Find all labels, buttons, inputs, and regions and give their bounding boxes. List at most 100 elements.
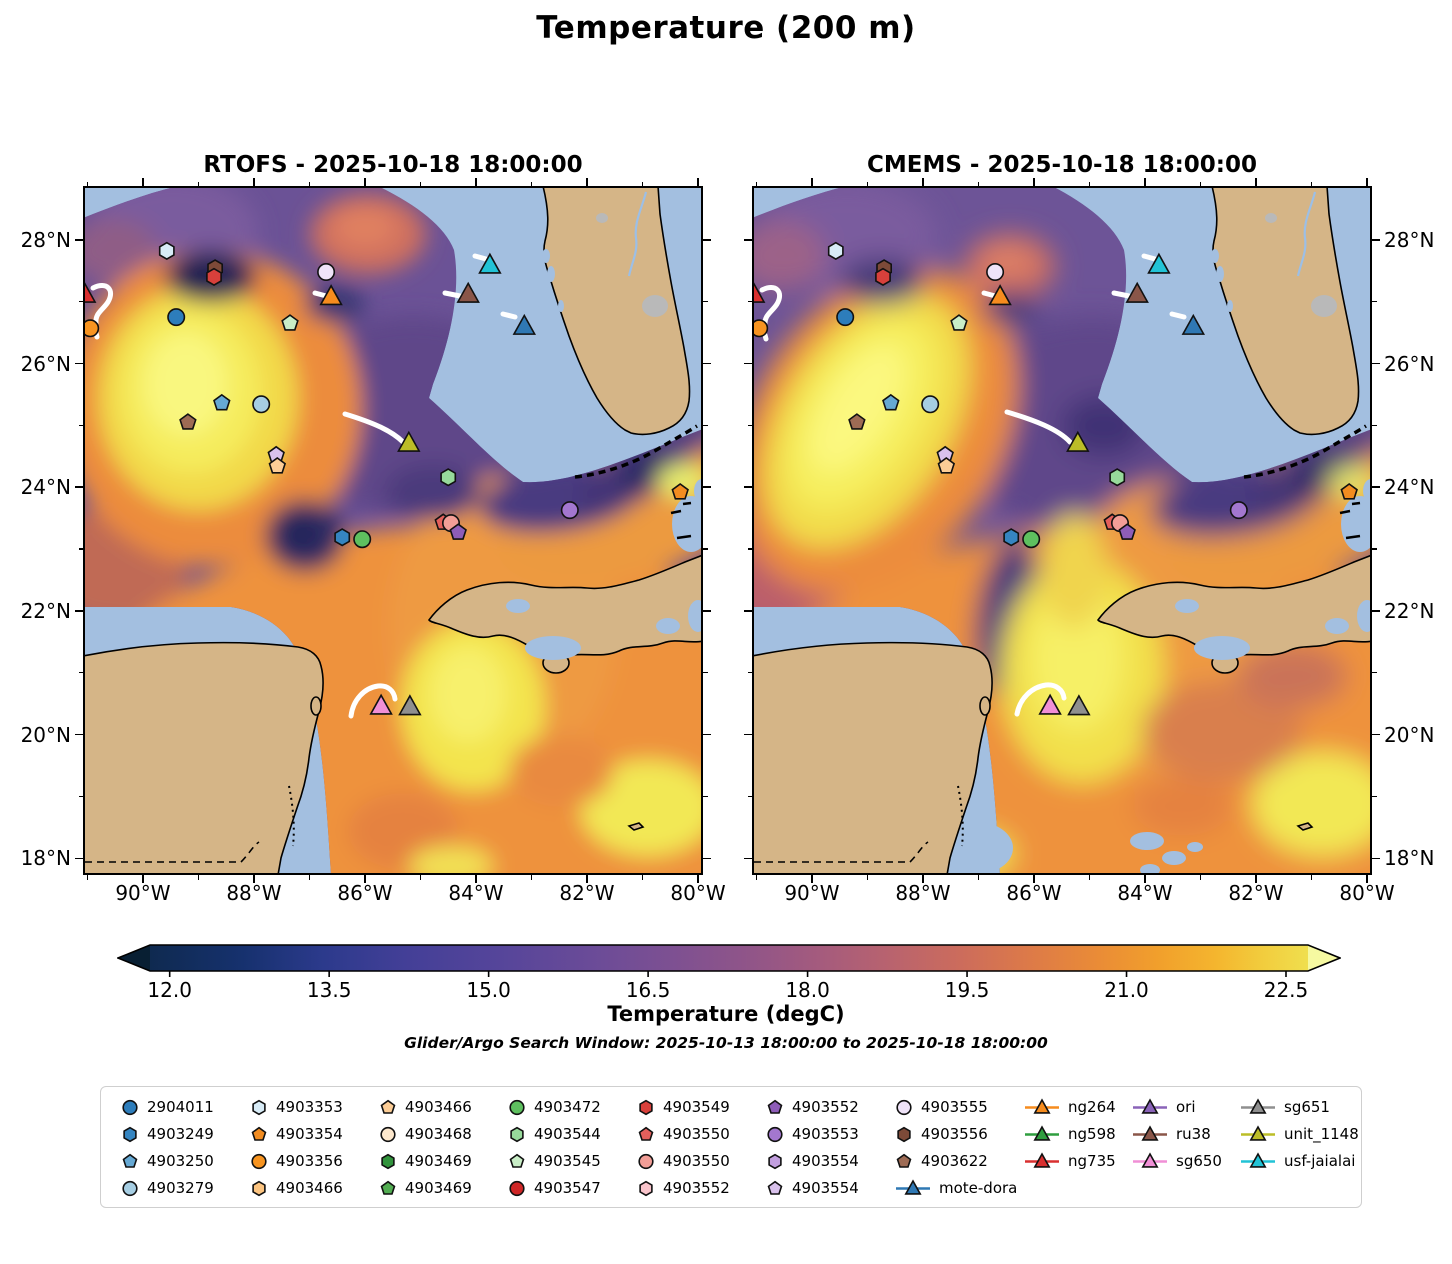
y-major-tick — [744, 486, 752, 488]
4903552-float-icon — [639, 1180, 653, 1196]
marker-usf-jaialai — [1147, 252, 1171, 274]
y-major-tick — [703, 362, 711, 365]
lat-tick-label: 20°N — [1384, 722, 1435, 747]
legend-label: 4903354 — [276, 1124, 343, 1143]
4903549-float-icon — [639, 1099, 653, 1115]
colorbar-left-extend-arrow — [118, 945, 150, 971]
legend-item-4903556: 4903556 — [895, 1120, 1024, 1147]
circle-marker-icon — [638, 1153, 654, 1169]
lat-tick-label: 28°N — [20, 227, 71, 252]
y-major-tick — [75, 733, 83, 736]
4903553-float-icon — [767, 1126, 783, 1142]
legend-item-sg651: sg651 — [1240, 1093, 1348, 1120]
x-major-tick — [1144, 178, 1146, 186]
legend-label: ng264 — [1068, 1097, 1116, 1116]
x-minor-tick — [977, 181, 980, 186]
marker-unit_1148 — [397, 430, 421, 452]
x-minor-tick — [755, 181, 758, 186]
4903550-float-icon — [638, 1126, 654, 1141]
marker-mote-dora — [1181, 313, 1206, 335]
y-major-tick — [744, 239, 752, 241]
rtofs-map-image — [83, 186, 703, 875]
legend-column: 4903552 4903553 4903554 4903554 — [766, 1093, 895, 1201]
colorbar-outline — [117, 944, 1341, 972]
y-minor-tick — [1372, 424, 1377, 427]
marker-4903553 — [560, 501, 579, 520]
marker-unit_1148 — [1066, 430, 1090, 452]
legend-item-4903466: 4903466 — [379, 1093, 508, 1120]
x-minor-tick — [866, 875, 869, 880]
marker-sg651 — [1067, 694, 1091, 716]
marker-4903552 — [1118, 523, 1136, 540]
2904011-float-icon — [122, 1099, 138, 1115]
marker-sg650 — [369, 693, 393, 715]
colorbar-tick-label: 19.5 — [944, 978, 990, 1002]
x-minor-tick — [641, 875, 644, 880]
legend-item-2904011: 2904011 — [121, 1093, 250, 1120]
y-minor-tick — [78, 424, 83, 427]
legend-label: 4903468 — [405, 1124, 472, 1143]
4903544-float-icon — [510, 1126, 524, 1142]
legend-item-sg650: sg650 — [1132, 1147, 1240, 1174]
x-major-tick — [364, 178, 366, 186]
legend-item-4903550: 4903550 — [637, 1147, 766, 1174]
marker-4903549 — [206, 267, 222, 287]
x-major-tick — [475, 875, 477, 883]
circle-marker-icon — [896, 1099, 912, 1115]
colorbar-tick-label: 15.0 — [466, 978, 511, 1002]
marker-4903354 — [1340, 483, 1358, 500]
marker-4903356 — [83, 319, 100, 338]
triangle-marker-icon — [1141, 1097, 1159, 1114]
y-minor-tick — [747, 300, 752, 303]
x-major-tick — [364, 875, 366, 883]
4903466-float-icon — [252, 1180, 266, 1196]
y-major-tick — [744, 362, 752, 365]
colorbar-tick-label: 18.0 — [785, 978, 830, 1002]
marker-4903249 — [334, 528, 351, 547]
lon-tick-label: 82°W — [559, 881, 615, 905]
lon-tick-label: 84°W — [1117, 881, 1173, 905]
pentagon-marker-icon — [380, 1099, 396, 1114]
lat-tick-label: 24°N — [1384, 475, 1435, 500]
legend-item-mote-dora: mote-dora — [895, 1174, 1024, 1201]
x-minor-tick — [308, 875, 311, 880]
lat-tick-label: 20°N — [20, 722, 71, 747]
ng735-glider-track-icon — [1025, 1151, 1059, 1168]
x-minor-tick — [866, 181, 869, 186]
colorbar-label: Temperature (degC) — [607, 1002, 845, 1026]
axes-spine — [752, 186, 1372, 875]
legend-label: 4903552 — [792, 1097, 859, 1116]
x-major-tick — [1366, 178, 1368, 186]
y-minor-tick — [747, 548, 752, 550]
legend-label: 4903356 — [276, 1151, 343, 1170]
lon-tick-label: 80°W — [670, 881, 726, 905]
bahamas-bank — [670, 479, 703, 552]
legend-item-4903353: 4903353 — [250, 1093, 379, 1120]
legend-item-4903472: 4903472 — [508, 1093, 637, 1120]
hexagon-marker-icon — [639, 1180, 653, 1196]
4903554-float-icon — [768, 1153, 782, 1169]
marker-4903353 — [158, 241, 175, 261]
pentagon-marker-icon — [767, 1099, 783, 1114]
x-major-tick — [922, 875, 924, 883]
marker-4903552 — [449, 523, 467, 540]
legend-column: sg651 unit_1148 usf-jaialai — [1240, 1093, 1359, 1201]
marker-4903250 — [882, 393, 900, 411]
legend-label: 2904011 — [147, 1097, 214, 1116]
legend-label: ng735 — [1068, 1151, 1116, 1170]
legend-label: 4903549 — [663, 1097, 730, 1116]
florida-keys — [574, 424, 698, 479]
triangle-marker-icon — [1033, 1097, 1051, 1114]
y-major-tick — [703, 857, 711, 860]
legend-item-4903468: 4903468 — [379, 1120, 508, 1147]
legend-item-4903544: 4903544 — [508, 1120, 637, 1147]
marker-4903545 — [950, 314, 968, 331]
x-minor-tick — [1088, 181, 1091, 186]
y-major-tick — [744, 733, 752, 736]
colorbar-tick-label: 16.5 — [625, 978, 671, 1002]
legend-item-ng735: ng735 — [1024, 1147, 1132, 1174]
legend-label: 4903249 — [147, 1124, 214, 1143]
x-minor-tick — [530, 181, 533, 186]
x-major-tick — [697, 178, 699, 186]
